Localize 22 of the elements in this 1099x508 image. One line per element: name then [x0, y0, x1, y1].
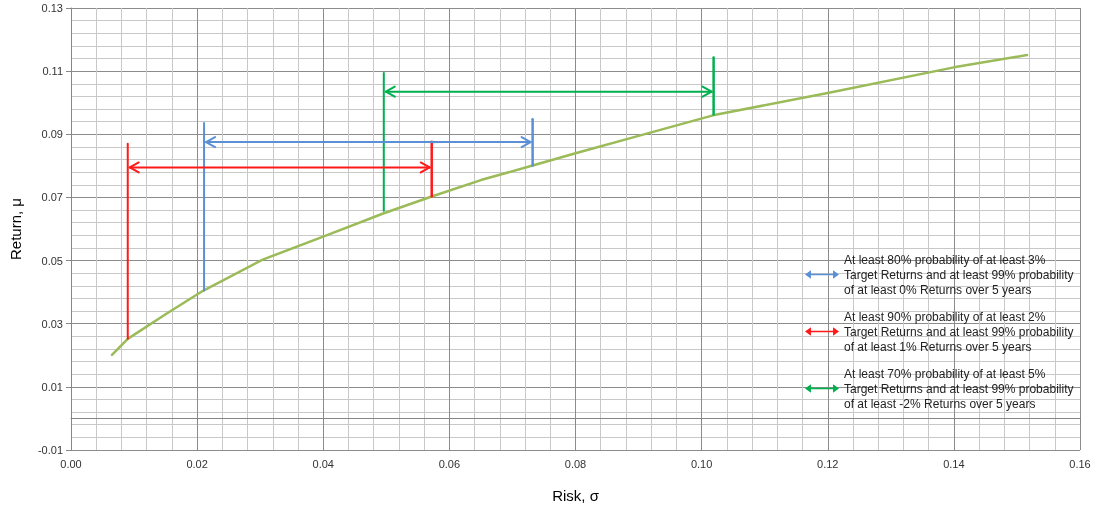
y-axis-title: Return, μ: [7, 198, 24, 260]
y-tick-label: 0.13: [41, 2, 63, 14]
y-tick-label: 0.03: [41, 317, 63, 330]
x-tick-label: 0.00: [60, 457, 82, 470]
y-tick-label: -0.01: [37, 444, 63, 456]
legend-label: At least 70% probability of at least 5% Target Returns and at least 99% probability of at least -2% Returns over 5 years: [844, 366, 1077, 411]
y-tick-label: 0.11: [42, 65, 63, 78]
y-tick-label: 0.05: [41, 254, 63, 267]
x-tick-label: 0.14: [943, 457, 965, 470]
y-tick-label: 0.01: [41, 380, 63, 393]
legend-label: At least 90% probability of at least 2% Target Returns and at least 99% probability of at least 1% Returns over 5 years: [844, 309, 1077, 354]
x-tick-label: 0.10: [690, 457, 713, 470]
x-tick-label: 0.02: [186, 457, 208, 470]
x-tick-label: 0.12: [817, 457, 839, 470]
y-tick-label: 0.09: [41, 128, 63, 141]
x-tick-label: 0.04: [312, 457, 334, 470]
legend-label: At least 80% probability of at least 3% Target Returns and at least 99% probability of at least 0% Returns over 5 years: [844, 252, 1077, 297]
x-axis-title: Risk, σ: [552, 487, 600, 504]
x-tick-label: 0.16: [1069, 457, 1091, 470]
x-tick-label: 0.06: [438, 457, 461, 470]
x-tick-label: 0.08: [564, 457, 587, 470]
y-tick-label: 0.07: [41, 191, 63, 204]
